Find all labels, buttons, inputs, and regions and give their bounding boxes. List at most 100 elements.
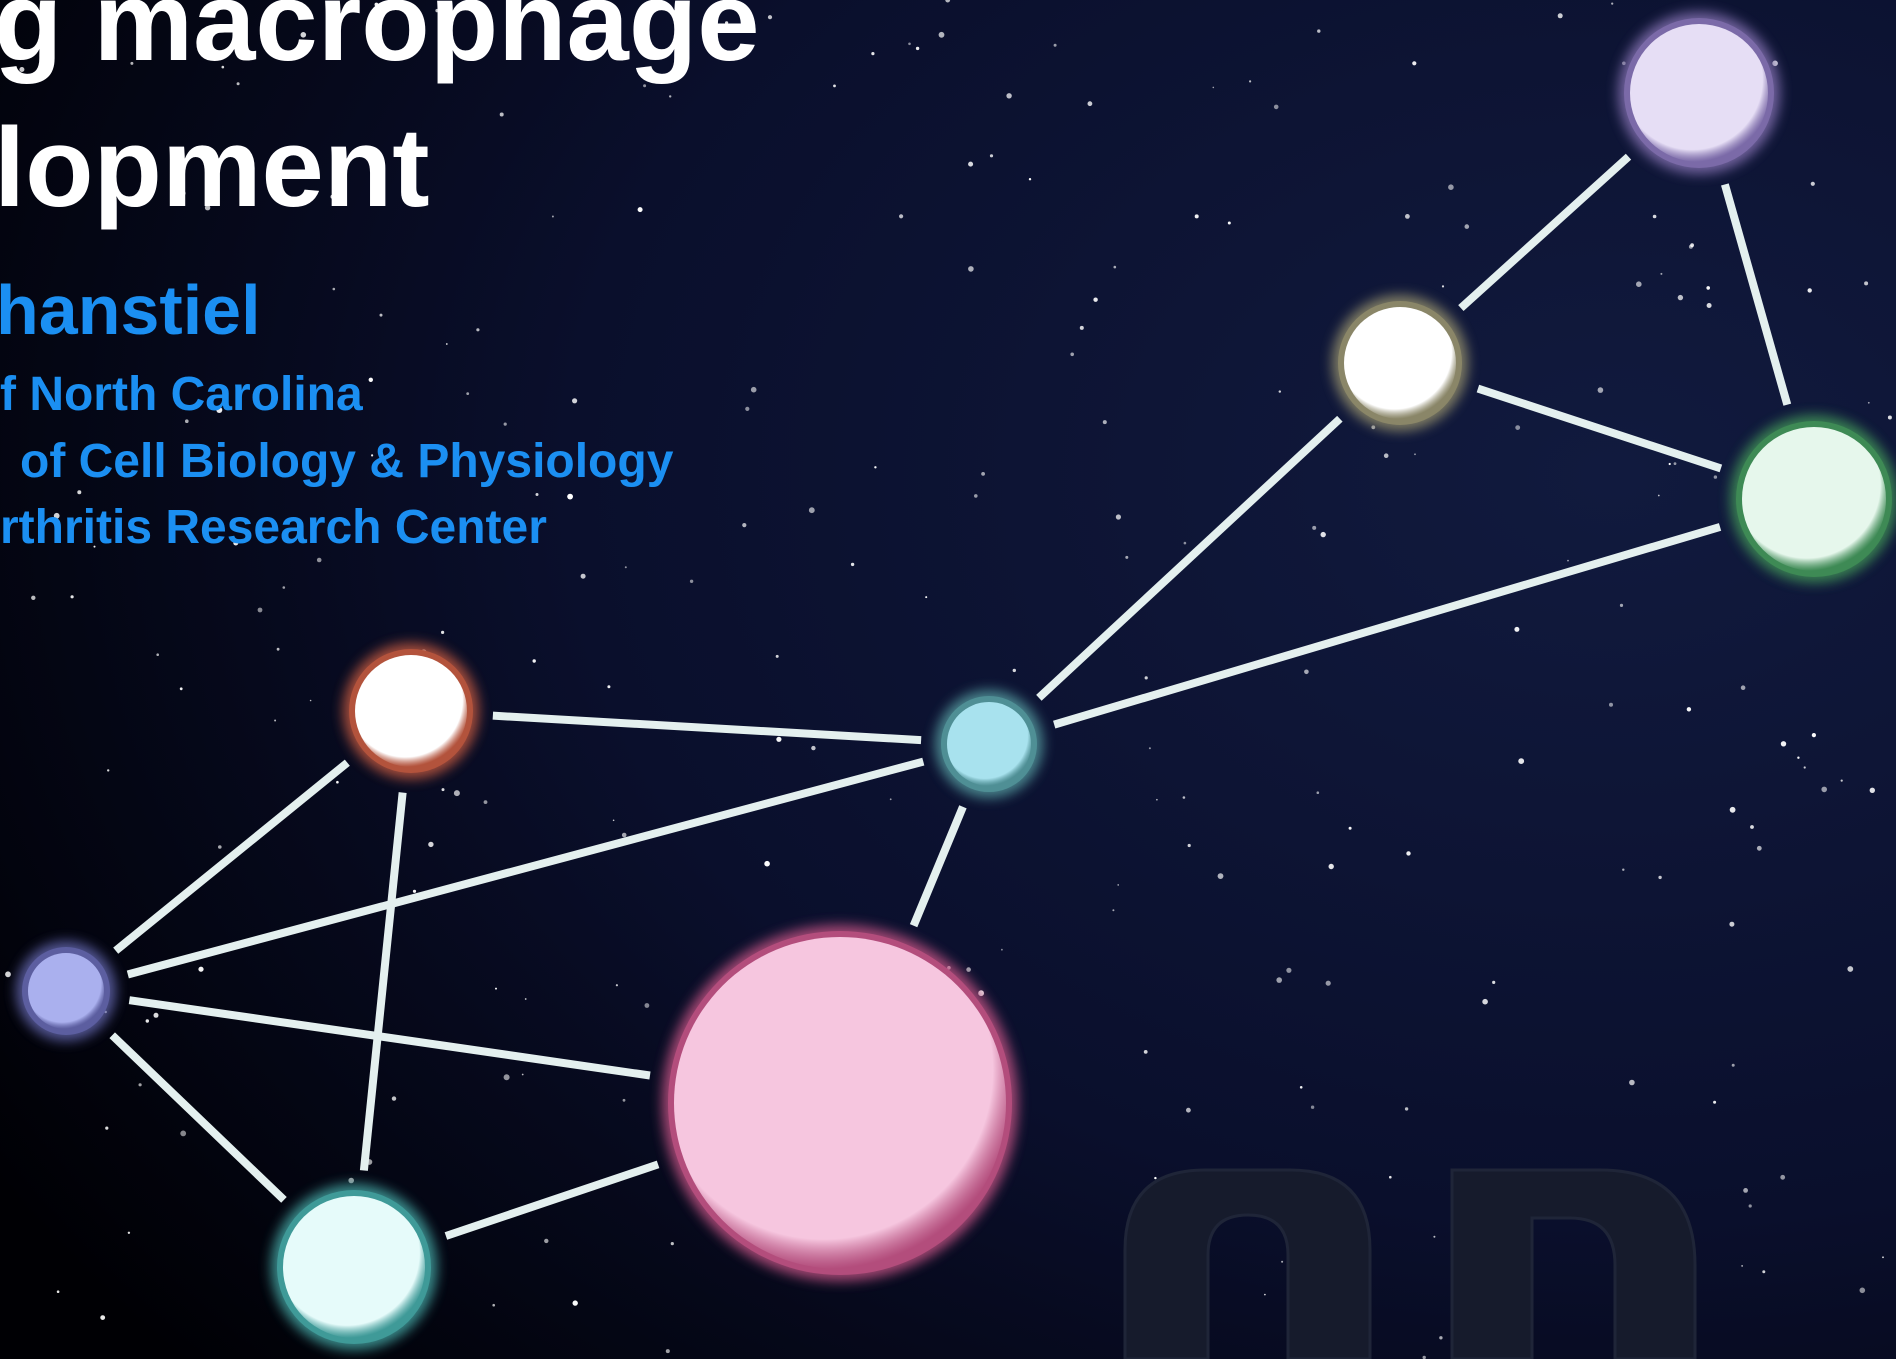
- star: [623, 1099, 626, 1102]
- star: [764, 861, 770, 867]
- cell-node: [1618, 12, 1780, 174]
- star: [1300, 1086, 1303, 1089]
- star: [669, 95, 671, 97]
- star: [1279, 390, 1281, 392]
- star: [1001, 949, 1003, 951]
- star: [1349, 827, 1352, 830]
- star: [1811, 182, 1815, 186]
- star: [317, 558, 322, 563]
- star: [1743, 1188, 1748, 1193]
- star: [139, 1083, 142, 1086]
- page: g macrophage lopment hanstiel f North Ca…: [0, 0, 1896, 1359]
- node-core: [1344, 307, 1456, 419]
- star: [1442, 285, 1444, 287]
- cell-node: [271, 1184, 437, 1350]
- star: [1781, 741, 1786, 746]
- star: [1317, 791, 1320, 794]
- star: [968, 162, 973, 167]
- star: [1414, 453, 1416, 455]
- star: [990, 154, 993, 157]
- star: [1713, 1101, 1716, 1104]
- star: [1622, 869, 1624, 871]
- cell-node: [1730, 415, 1896, 583]
- star: [369, 378, 373, 382]
- star: [613, 820, 615, 822]
- star: [833, 85, 836, 88]
- star: [751, 387, 757, 393]
- star: [1213, 87, 1215, 89]
- star: [622, 833, 627, 838]
- star: [1882, 1256, 1884, 1258]
- star: [484, 800, 488, 804]
- star: [1669, 463, 1671, 465]
- node-core: [1742, 427, 1886, 571]
- star: [1812, 733, 1816, 737]
- star: [1144, 1050, 1148, 1054]
- star: [1465, 224, 1470, 229]
- cell-node: [343, 643, 479, 779]
- star: [442, 788, 445, 791]
- star: [1286, 968, 1291, 973]
- star: [492, 1304, 495, 1307]
- star: [1112, 909, 1114, 911]
- star: [1749, 1204, 1752, 1207]
- star: [1276, 977, 1282, 983]
- node-core: [1630, 24, 1768, 162]
- star: [525, 998, 527, 1000]
- star: [1088, 101, 1093, 106]
- star: [1125, 556, 1128, 559]
- star: [968, 266, 974, 272]
- star: [638, 207, 643, 212]
- star: [916, 47, 919, 50]
- star: [1329, 864, 1334, 869]
- star: [1149, 747, 1151, 749]
- star: [392, 1096, 396, 1100]
- node-core: [283, 1196, 425, 1338]
- star: [105, 1127, 108, 1130]
- node-core: [674, 937, 1006, 1269]
- star: [1070, 353, 1074, 357]
- star: [966, 967, 971, 972]
- star: [851, 563, 854, 566]
- star: [1006, 93, 1011, 98]
- star: [504, 1074, 510, 1080]
- star: [1514, 627, 1519, 632]
- star: [1732, 1064, 1735, 1067]
- star: [981, 472, 985, 476]
- star: [1326, 981, 1331, 986]
- star: [1741, 1265, 1743, 1267]
- star: [100, 1315, 105, 1320]
- star: [1389, 1176, 1392, 1179]
- star: [1264, 1294, 1266, 1296]
- node-core: [355, 655, 467, 767]
- star: [310, 700, 312, 702]
- star: [283, 586, 286, 589]
- star: [1707, 303, 1712, 308]
- star: [1653, 215, 1657, 219]
- star: [1406, 851, 1410, 855]
- star: [1433, 1236, 1435, 1238]
- star: [77, 490, 81, 494]
- star: [1674, 462, 1677, 465]
- star: [1658, 876, 1661, 879]
- star: [1183, 796, 1186, 799]
- star: [413, 890, 416, 893]
- star: [180, 687, 183, 690]
- star: [128, 1232, 130, 1234]
- star: [1870, 788, 1875, 793]
- star: [1184, 542, 1187, 545]
- author: hanstiel: [0, 271, 261, 349]
- star: [1281, 1261, 1283, 1263]
- star: [533, 659, 536, 662]
- star: [146, 1019, 149, 1022]
- star: [446, 343, 448, 345]
- star: [974, 494, 978, 498]
- star: [1741, 685, 1746, 690]
- star: [567, 494, 573, 500]
- star: [333, 288, 336, 291]
- star: [1080, 326, 1084, 330]
- star: [1730, 807, 1736, 813]
- star: [671, 1242, 674, 1245]
- star: [1804, 766, 1806, 768]
- node-core: [28, 953, 104, 1029]
